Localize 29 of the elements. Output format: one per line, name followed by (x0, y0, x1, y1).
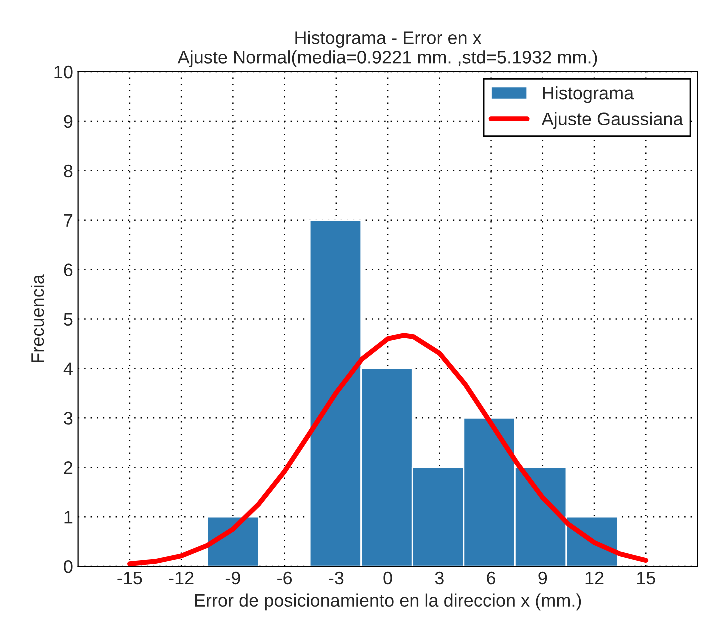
x-tick-label: 15 (637, 572, 656, 585)
y-axis-title: Frecuencia (30, 274, 44, 362)
y-tick-label: 2 (64, 462, 73, 474)
x-axis-title: Error de posicionamiento en la direccion x (mm.) (195, 594, 582, 611)
y-tick-label: 6 (64, 264, 73, 277)
y-tick-label: 1 (64, 511, 73, 524)
line-series (128, 333, 649, 566)
x-tick-label: 12 (586, 572, 604, 584)
y-tick-label: 9 (64, 115, 73, 128)
x-tick-label: -9 (226, 572, 240, 585)
y-tick-label: 4 (64, 362, 73, 376)
legend-label: Ajuste Gaussiana (542, 112, 684, 130)
y-tick-label: 10 (54, 66, 73, 79)
x-tick-label: -6 (278, 572, 292, 585)
y-tick-label: 7 (64, 214, 73, 227)
x-tick-label: 0 (384, 572, 392, 585)
y-tick-label: 5 (64, 313, 73, 326)
x-tick-label: 3 (435, 572, 444, 585)
x-tick-label: 9 (538, 572, 548, 585)
x-tick-label: -3 (329, 572, 344, 585)
x-tick-label: -15 (118, 572, 142, 585)
y-tick-label: 8 (64, 164, 73, 178)
chart-subtitle: Ajuste Normal(media=0.9221 mm. ,std=5.1932 mm.) (178, 50, 598, 68)
x-tick-label: -12 (169, 572, 194, 584)
legend-label: Histograma (543, 86, 634, 104)
chart-title: Histograma - Error en x (296, 31, 482, 48)
x-tick-label: 6 (487, 572, 496, 585)
y-tick-label: 0 (64, 560, 73, 574)
y-tick-label: 3 (64, 412, 73, 425)
